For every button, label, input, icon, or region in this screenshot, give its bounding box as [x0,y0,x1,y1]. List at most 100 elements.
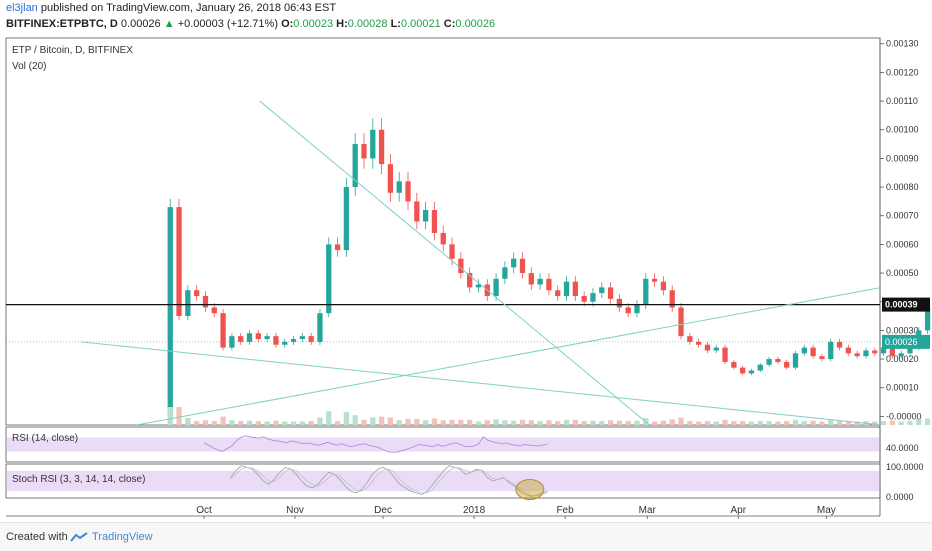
rsi-tick-label: 40.0000 [886,443,919,453]
candle-body [370,129,376,159]
candle-body [352,144,358,188]
volume-bar [572,419,578,425]
x-tick-label: Apr [730,505,746,516]
volume-bar [211,421,217,425]
candle-body [836,341,843,348]
candle-body [581,296,587,302]
volume-bar [449,419,455,425]
candle-body [246,333,253,342]
volume-bar [405,418,411,425]
trendline [136,287,880,425]
volume-bar [634,420,640,425]
tradingview-brand-link[interactable]: TradingView [92,531,153,543]
low-value: 0.00021 [400,18,441,30]
volume-bar [924,418,931,425]
y-tick-label: -0.00000 [886,411,922,421]
volume-bar [387,417,394,425]
stoch-band [7,470,879,492]
volume-bar [238,421,244,425]
candle-body [405,181,411,202]
candle-body [722,347,728,362]
low-label: L: [390,18,401,30]
candle-body [616,298,623,308]
x-tick-label: 2018 [463,505,486,516]
tradingview-logo-icon [70,532,88,542]
x-tick-label: Dec [374,505,392,516]
author-link[interactable]: el3jlan [6,2,38,14]
volume-bar [872,421,878,425]
volume-bar [845,421,851,425]
volume-bar [308,421,314,425]
candle-body [572,281,578,296]
candle-body [907,347,913,354]
candle-body [695,341,702,345]
candle-body [713,347,719,351]
candle-body [704,344,711,351]
candle-body [343,187,350,251]
volume-bar [784,421,790,425]
volume-bar [361,419,367,425]
y-tick-label: 0.00090 [886,153,919,163]
symbol-label: BITFINEX:ETPBTC, D [6,18,118,30]
volume-bar [326,411,332,425]
candle-body [784,361,790,368]
candle-body [467,273,473,288]
chart-canvas[interactable]: 0.00130 0.00120 0.00110 0.00100 0.00090 0.000… [0,0,932,522]
candle-body [801,347,807,354]
candle-body [185,290,191,317]
volume-bar [590,420,596,425]
candle-body [273,336,279,345]
stoch-tick-label-bottom: 0.0000 [886,492,914,502]
candle-body [924,307,931,331]
y-tick-label: 0.00030 [886,325,919,335]
volume-bar [255,421,261,425]
volume-bar [713,421,719,425]
candle-body [502,267,508,279]
candle-body [176,207,182,317]
volume-bar [282,421,288,425]
volume-bar [202,420,209,425]
volume-bar [458,419,464,425]
candle-body [493,278,499,296]
candle-body [590,293,596,302]
volume-bar [493,419,499,425]
candle-body [599,287,605,294]
volume-bar [475,421,482,425]
candle-body [889,347,896,357]
candle-body [255,333,261,339]
candle-body [880,347,887,354]
volume-bar [731,421,737,425]
y-tick-label: 0.00100 [886,125,919,135]
volume-bar [766,421,772,425]
candle-body [792,353,799,368]
candle-body [194,290,200,296]
stoch-tick-label-top: 100.0000 [886,462,924,472]
volume-bar [563,419,570,425]
candle-body [863,350,869,357]
candle-body [458,258,464,274]
candle-body [898,353,904,357]
volume-bar [916,419,922,425]
volume-bar [836,421,843,425]
volume-bar [176,407,182,425]
candle-body [687,336,693,342]
candle-body [643,278,649,305]
y-tick-label: 0.00060 [886,239,919,249]
candle-body [361,144,367,159]
volume-bar [828,419,834,425]
volume-bar [678,417,684,425]
stoch-label: Stoch RSI (3, 3, 14, 14, close) [12,474,145,485]
ohlc-line: BITFINEX:ETPBTC, D 0.00026 ▲ +0.00003 (+… [6,18,495,30]
candle-body [731,361,737,368]
candle-body [625,307,631,314]
candle-body [414,201,420,222]
candle-body [669,290,675,308]
candle-body [326,244,332,314]
volume-bar [819,421,825,425]
close-value: 0.00026 [455,18,496,30]
candle-body [819,356,825,360]
candle-body [748,370,755,374]
open-value: 0.00023 [293,18,334,30]
trendline [80,341,880,425]
rsi-band [7,437,879,452]
